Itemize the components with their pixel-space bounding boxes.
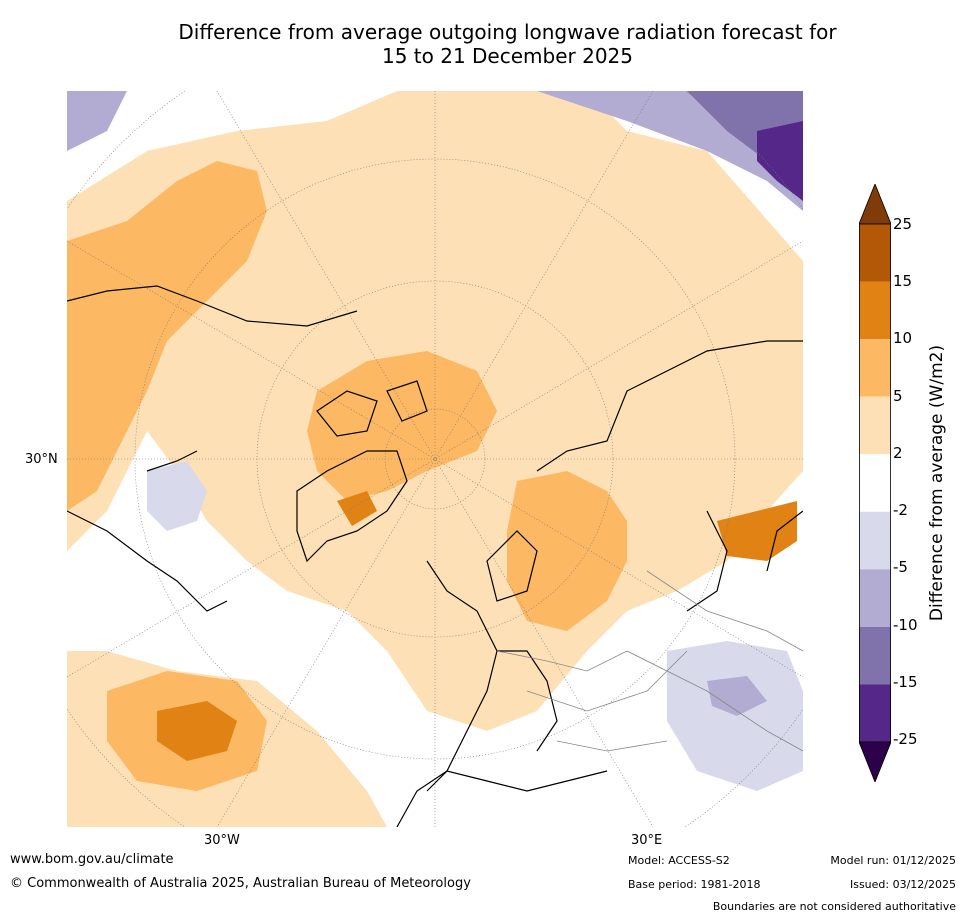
graticule — [67, 91, 803, 827]
country-borders — [496, 570, 803, 752]
anomaly-light-orange-eurasia — [627, 261, 803, 471]
map-panel — [67, 91, 803, 827]
lat-label-30n: 30°N — [25, 452, 58, 467]
lon-label-30w: 30°W — [204, 833, 240, 848]
colorbar-tick-label: -2 — [893, 501, 908, 519]
anomaly-medium-purple-india — [707, 676, 767, 716]
coast-russia — [536, 340, 803, 472]
footer-website: www.bom.gov.au/climate — [10, 852, 174, 867]
colorbar-segment — [859, 684, 891, 742]
anomaly-dark-orange-greenland — [337, 491, 377, 526]
anomaly-dark-orange-pacific — [157, 701, 237, 761]
coast-north-africa — [396, 770, 608, 827]
colorbar-tick-label: 25 — [893, 215, 913, 233]
colorbar-segment — [859, 511, 891, 570]
colorbar-segment — [859, 281, 891, 340]
polar-map — [67, 91, 803, 827]
coastlines — [67, 285, 803, 827]
colorbar-tick-label: 15 — [893, 272, 913, 290]
colorbar-extend-max — [859, 184, 891, 225]
colorbar-segment — [859, 224, 891, 282]
colorbar-tick-label: -25 — [893, 730, 918, 748]
anomaly-fields — [67, 91, 803, 827]
colorbar-tick-label: -5 — [893, 558, 908, 576]
footer-copyright: © Commonwealth of Australia 2025, Austra… — [10, 876, 471, 891]
colorbar-segment — [859, 626, 891, 685]
border-lines-asia — [626, 570, 803, 752]
colorbar-frame — [859, 223, 891, 743]
colorbar — [859, 184, 891, 782]
anomaly-orange-eurasia — [507, 471, 627, 631]
lat-circle-45 — [134, 158, 736, 760]
colorbar-tick-label: 2 — [893, 444, 903, 462]
footer-model: Model: ACCESS-S2 — [628, 854, 730, 867]
anomaly-purple-pacific-nw — [67, 91, 127, 151]
colorbar-tick-label: -15 — [893, 673, 918, 691]
footer-model-run: Model run: 01/12/2025 — [830, 854, 956, 867]
footer-base-period: Base period: 1981-2018 — [628, 878, 761, 891]
colorbar-segment — [859, 454, 891, 512]
coast-north-america — [67, 285, 358, 612]
footer-disclaimer: Boundaries are not considered authoritat… — [712, 900, 956, 913]
chart-title: Difference from average outgoing longwav… — [60, 20, 955, 68]
anomaly-dark-orange-china — [717, 501, 797, 561]
colorbar-tick-label: 5 — [893, 387, 903, 405]
anomaly-orange-atlantic — [67, 161, 267, 511]
anomaly-deepest-purple-ne — [757, 121, 803, 201]
anomaly-orange-arctic — [307, 351, 497, 501]
colorbar-tick-label: -10 — [893, 616, 918, 634]
colorbar-segment — [859, 339, 891, 397]
colorbar-segment — [859, 396, 891, 455]
colorbar-segment — [859, 569, 891, 627]
footer-issued: Issued: 03/12/2025 — [849, 878, 956, 891]
colorbar-title: Difference from average (W/m2) — [927, 344, 947, 622]
lon-label-30e: 30°E — [631, 833, 663, 848]
coast-scandinavia — [486, 530, 538, 602]
coast-canada-archipelago — [316, 380, 428, 437]
coast-greenland — [296, 450, 408, 563]
title-line-1: Difference from average outgoing longwav… — [178, 20, 837, 44]
colorbar-extend-min — [859, 741, 891, 782]
title-line-2: 15 to 21 December 2025 — [381, 44, 633, 68]
coast-europe — [426, 560, 558, 792]
colorbar-tick-label: 10 — [893, 329, 913, 347]
coast-asia-east — [686, 510, 803, 612]
anomaly-light-purple-canada — [147, 461, 207, 531]
